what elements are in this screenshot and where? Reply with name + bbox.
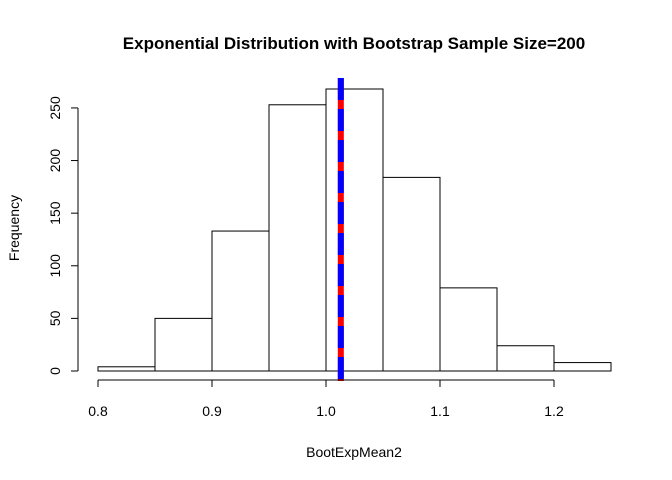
x-axis-label: BootExpMean2 xyxy=(306,444,402,460)
x-tick-label-1: 0.9 xyxy=(202,403,222,419)
histogram-bar-6 xyxy=(439,287,498,372)
histogram-bar-8 xyxy=(553,362,612,372)
y-tick-label-4: 200 xyxy=(47,149,63,173)
x-tick-label-0: 0.8 xyxy=(88,403,108,419)
x-tick-label-2: 1.0 xyxy=(316,403,336,419)
histogram-bar-0 xyxy=(97,366,156,372)
y-tick-label-3: 150 xyxy=(47,201,63,225)
histogram-bar-4 xyxy=(325,88,384,372)
y-axis: 0 50 100 150 200 250 xyxy=(47,96,79,375)
x-tick-label-3: 1.1 xyxy=(430,403,450,419)
x-tick-label-4: 1.2 xyxy=(544,403,564,419)
histogram-bars xyxy=(97,88,612,372)
x-axis: 0.8 0.9 1.0 1.1 1.2 xyxy=(88,379,564,419)
chart-title: Exponential Distribution with Bootstrap … xyxy=(123,34,585,53)
histogram-bar-2 xyxy=(211,230,270,372)
histogram-bar-3 xyxy=(268,104,327,372)
y-tick-label-0: 0 xyxy=(47,367,63,375)
histogram-bar-1 xyxy=(154,317,213,372)
y-tick-label-5: 250 xyxy=(47,96,63,120)
histogram-bar-5 xyxy=(382,176,441,372)
y-tick-label-2: 100 xyxy=(47,254,63,278)
y-tick-label-1: 50 xyxy=(47,310,63,326)
y-axis-label: Frequency xyxy=(6,195,22,261)
histogram-bar-7 xyxy=(496,345,555,372)
